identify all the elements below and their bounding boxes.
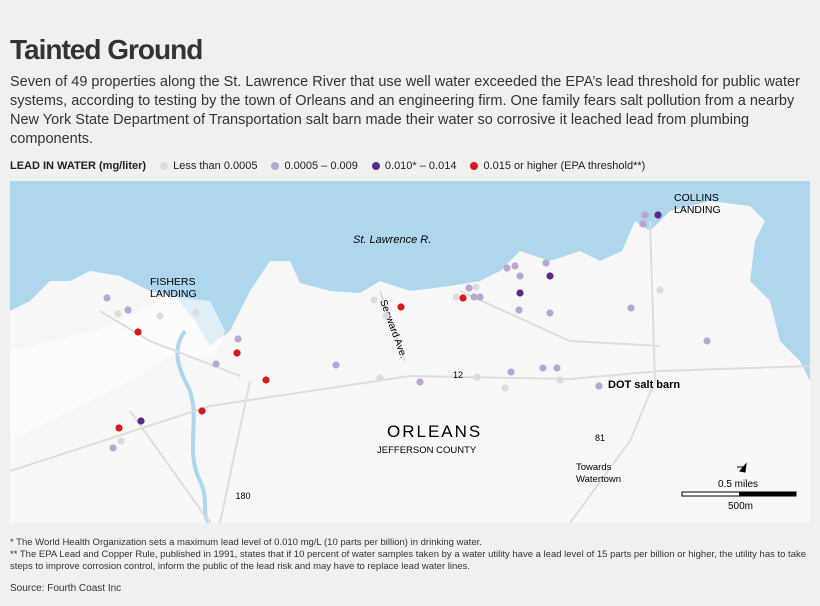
property-dot bbox=[470, 293, 478, 301]
map-label: FISHERS LANDING bbox=[150, 276, 197, 300]
property-dot bbox=[376, 374, 384, 382]
property-dot bbox=[546, 309, 554, 317]
property-dot bbox=[654, 211, 662, 219]
map-label: 180 bbox=[235, 491, 250, 501]
map-label: 500m bbox=[728, 501, 753, 512]
property-dot bbox=[416, 378, 424, 386]
map-label: 81 bbox=[595, 433, 605, 443]
legend: LEAD IN WATER (mg/liter) Less than 0.000… bbox=[10, 160, 645, 172]
property-dot bbox=[641, 211, 649, 219]
footnote: ** The EPA Lead and Copper Rule, publish… bbox=[10, 549, 807, 572]
map-label: Towards Watertown bbox=[576, 462, 621, 485]
property-dot bbox=[397, 303, 405, 311]
north-arrow bbox=[737, 462, 747, 473]
creek bbox=[175, 329, 212, 523]
property-dot bbox=[156, 312, 164, 320]
map-label: JEFFERSON COUNTY bbox=[377, 445, 477, 456]
property-dot bbox=[503, 264, 511, 272]
legend-label: Less than 0.0005 bbox=[173, 160, 258, 172]
property-dot bbox=[192, 309, 200, 317]
legend-item: 0.0005 – 0.009 bbox=[271, 160, 358, 172]
property-dot bbox=[212, 360, 220, 368]
legend-label: 0.010* – 0.014 bbox=[384, 160, 457, 172]
map-label: St. Lawrence R. bbox=[353, 234, 431, 246]
legend-title: LEAD IN WATER (mg/liter) bbox=[10, 160, 147, 172]
property-dot bbox=[472, 283, 480, 291]
property-dot bbox=[234, 335, 242, 343]
property-dot bbox=[233, 349, 241, 357]
map-label: ORLEANS bbox=[387, 422, 482, 441]
footnotes: * The World Health Organization sets a m… bbox=[10, 537, 810, 573]
source: Source: Fourth Coast Inc bbox=[10, 583, 122, 594]
property-dot bbox=[370, 296, 378, 304]
property-dot bbox=[476, 293, 484, 301]
land-patch bbox=[10, 296, 225, 441]
property-dot bbox=[703, 337, 711, 345]
legend-swatch bbox=[371, 162, 380, 170]
property-dot bbox=[262, 376, 270, 384]
property-dot bbox=[542, 259, 550, 267]
map-label: COLLINS LANDING bbox=[674, 192, 721, 216]
map: St. Lawrence R. FISHERS LANDING COLLINS LAND… bbox=[10, 181, 810, 523]
property-dot bbox=[137, 417, 145, 425]
map-label: 12 bbox=[453, 370, 463, 380]
property-dot bbox=[656, 286, 664, 294]
property-dot bbox=[595, 382, 603, 390]
property-dot bbox=[134, 328, 142, 336]
property-dot bbox=[452, 293, 460, 301]
property-dot bbox=[473, 373, 481, 381]
property-dot bbox=[516, 272, 524, 280]
legend-item: Less than 0.0005 bbox=[160, 160, 257, 172]
description: Seven of 49 properties along the St. Law… bbox=[10, 74, 800, 147]
property-dot bbox=[109, 444, 117, 452]
legend-swatch bbox=[160, 162, 169, 170]
legend-swatch bbox=[470, 162, 479, 170]
property-dot bbox=[103, 294, 111, 302]
property-dot bbox=[556, 376, 564, 384]
property-dot bbox=[115, 424, 123, 432]
legend-swatch bbox=[271, 162, 280, 170]
property-dot bbox=[639, 220, 647, 228]
property-dot bbox=[332, 361, 340, 369]
property-dot bbox=[117, 437, 125, 445]
property-dot bbox=[539, 364, 547, 372]
property-dot bbox=[515, 306, 523, 314]
property-dot bbox=[459, 294, 467, 302]
legend-label: 0.0005 – 0.009 bbox=[284, 160, 358, 172]
property-dot bbox=[382, 312, 390, 320]
property-dot bbox=[124, 306, 132, 314]
property-dot bbox=[553, 364, 561, 372]
legend-item: 0.015 or higher (EPA threshold**) bbox=[470, 160, 645, 172]
property-dot bbox=[516, 289, 524, 297]
property-dot bbox=[546, 272, 554, 280]
footnote: * The World Health Organization sets a m… bbox=[10, 537, 482, 548]
property-dot bbox=[501, 384, 509, 392]
scale-bar bbox=[681, 491, 797, 497]
property-dot bbox=[114, 310, 122, 318]
legend-item: 0.010* – 0.014 bbox=[371, 160, 457, 172]
title: Tainted Ground bbox=[10, 34, 203, 65]
map-label: 0.5 miles bbox=[718, 479, 758, 490]
property-dot bbox=[627, 304, 635, 312]
legend-label: 0.015 or higher (EPA threshold**) bbox=[483, 160, 646, 172]
property-dot bbox=[198, 407, 206, 415]
property-dot bbox=[465, 284, 473, 292]
property-dot bbox=[511, 262, 519, 270]
roads bbox=[10, 220, 810, 523]
map-label: DOT salt barn bbox=[608, 379, 680, 391]
property-dot bbox=[507, 368, 515, 376]
